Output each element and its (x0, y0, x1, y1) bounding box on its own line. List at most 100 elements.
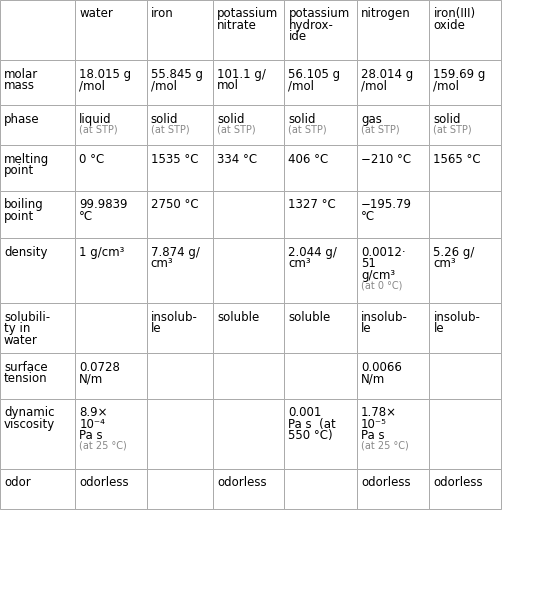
Text: 550 °C): 550 °C) (288, 429, 333, 442)
Text: tension: tension (4, 372, 47, 386)
Text: 8.9×: 8.9× (79, 406, 108, 419)
Text: 7.874 g/: 7.874 g/ (150, 246, 199, 259)
Text: solid: solid (217, 113, 245, 126)
Bar (75, 399, 147, 469)
Bar (0, 0, 75, 60)
Bar (429, 0, 501, 60)
Bar (0, 399, 75, 469)
Bar (75, 303, 147, 353)
Text: cm³: cm³ (150, 257, 173, 271)
Text: 99.9839: 99.9839 (79, 198, 128, 211)
Bar (147, 0, 213, 60)
Text: mass: mass (4, 79, 35, 92)
Bar (429, 303, 501, 353)
Text: water: water (4, 334, 38, 347)
Text: insolub-: insolub- (433, 311, 480, 324)
Text: nitrate: nitrate (217, 19, 257, 32)
Bar (284, 105, 357, 145)
Bar (357, 145, 429, 191)
Text: odorless: odorless (433, 476, 483, 489)
Text: Pa s: Pa s (79, 429, 103, 442)
Text: odorless: odorless (217, 476, 267, 489)
Bar (429, 145, 501, 191)
Text: cm³: cm³ (433, 257, 456, 271)
Text: 2.044 g/: 2.044 g/ (288, 246, 337, 259)
Bar (75, 238, 147, 303)
Text: solid: solid (288, 113, 316, 126)
Bar (284, 399, 357, 469)
Bar (429, 191, 501, 238)
Bar (357, 105, 429, 145)
Bar (0, 60, 75, 105)
Bar (147, 105, 213, 145)
Text: 2750 °C: 2750 °C (150, 198, 198, 211)
Bar (75, 60, 147, 105)
Bar (147, 399, 213, 469)
Text: (at 0 °C): (at 0 °C) (361, 280, 402, 290)
Text: Pa s  (at: Pa s (at (288, 418, 336, 431)
Text: 56.105 g: 56.105 g (288, 67, 341, 80)
Bar (213, 0, 284, 60)
Text: density: density (4, 246, 47, 259)
Text: N/m: N/m (79, 372, 104, 386)
Bar (147, 469, 213, 509)
Text: molar: molar (4, 67, 38, 80)
Bar (213, 105, 284, 145)
Text: odorless: odorless (361, 476, 410, 489)
Text: 0.0728: 0.0728 (79, 361, 120, 374)
Bar (147, 191, 213, 238)
Text: surface: surface (4, 361, 47, 374)
Text: le: le (361, 322, 372, 336)
Bar (75, 191, 147, 238)
Text: soluble: soluble (288, 311, 331, 324)
Text: water: water (79, 7, 113, 20)
Text: (at STP): (at STP) (150, 125, 189, 135)
Text: iron(III): iron(III) (433, 7, 476, 20)
Bar (357, 0, 429, 60)
Text: (at STP): (at STP) (361, 125, 399, 135)
Text: 0.001: 0.001 (288, 406, 322, 419)
Text: point: point (4, 164, 34, 178)
Text: odor: odor (4, 476, 31, 489)
Bar (284, 145, 357, 191)
Bar (357, 60, 429, 105)
Bar (284, 0, 357, 60)
Bar (213, 60, 284, 105)
Bar (0, 353, 75, 399)
Text: 1 g/cm³: 1 g/cm³ (79, 246, 125, 259)
Bar (0, 105, 75, 145)
Text: 1565 °C: 1565 °C (433, 153, 481, 166)
Text: solid: solid (150, 113, 178, 126)
Bar (0, 191, 75, 238)
Bar (429, 469, 501, 509)
Bar (284, 191, 357, 238)
Text: °C: °C (361, 210, 375, 223)
Text: /mol: /mol (79, 79, 105, 92)
Text: 55.845 g: 55.845 g (150, 67, 203, 80)
Bar (357, 399, 429, 469)
Bar (147, 353, 213, 399)
Text: Pa s: Pa s (361, 429, 385, 442)
Text: (at 25 °C): (at 25 °C) (79, 440, 127, 451)
Text: (at STP): (at STP) (433, 125, 472, 135)
Bar (213, 238, 284, 303)
Text: /mol: /mol (150, 79, 177, 92)
Bar (0, 145, 75, 191)
Text: hydrox-: hydrox- (288, 19, 334, 32)
Text: (at STP): (at STP) (217, 125, 256, 135)
Text: 0 °C: 0 °C (79, 153, 105, 166)
Bar (75, 105, 147, 145)
Text: 0.0066: 0.0066 (361, 361, 402, 374)
Text: le: le (433, 322, 444, 336)
Text: oxide: oxide (433, 19, 465, 32)
Bar (0, 303, 75, 353)
Text: dynamic: dynamic (4, 406, 54, 419)
Bar (284, 60, 357, 105)
Bar (357, 469, 429, 509)
Text: insolub-: insolub- (150, 311, 197, 324)
Text: (at STP): (at STP) (79, 125, 118, 135)
Text: potassium: potassium (217, 7, 278, 20)
Bar (284, 238, 357, 303)
Bar (213, 303, 284, 353)
Text: mol: mol (217, 79, 239, 92)
